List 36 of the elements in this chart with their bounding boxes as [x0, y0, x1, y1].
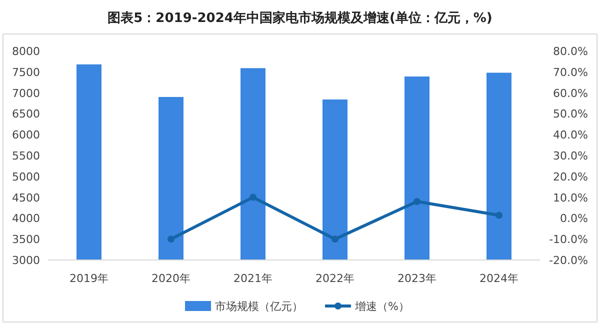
- y-tick-label: 6000: [12, 128, 40, 142]
- y-tick-label: 5500: [12, 150, 40, 162]
- y2-tick-label: 0.0%: [560, 212, 588, 226]
- legend-label: 增速（%）: [354, 300, 410, 313]
- y2-tick-label: 70.0%: [553, 66, 588, 79]
- point: [414, 198, 420, 205]
- x-tick-label: 2019年: [70, 272, 108, 285]
- y-tick-label: 6500: [12, 108, 40, 121]
- y2-tick-label: 60.0%: [553, 86, 588, 100]
- point: [250, 194, 256, 201]
- x-tick-label: 2023年: [398, 272, 436, 285]
- y2-tick-label: 40.0%: [553, 128, 588, 142]
- y-tick-label: 7000: [12, 86, 40, 100]
- y2-tick-label: 20.0%: [553, 170, 588, 184]
- legend-label: 市场规模（亿元）: [215, 300, 303, 313]
- y-tick-label: 5000: [12, 170, 40, 184]
- x-tick-label: 2021年: [234, 272, 272, 285]
- y2-tick-label: 80.0%: [553, 45, 588, 58]
- x-tick-label: 2022年: [316, 272, 354, 285]
- y2-tick-label: -10.0%: [549, 233, 588, 246]
- y-tick-label: 7500: [12, 66, 40, 79]
- y-tick-label: 3500: [12, 233, 40, 246]
- x-tick-label: 2024年: [480, 272, 518, 285]
- point: [332, 236, 338, 243]
- y-tick-label: 3000: [12, 254, 40, 267]
- y2-tick-label: -20.0%: [549, 254, 588, 267]
- y-tick-label: 8000: [12, 45, 40, 58]
- chart-title: 图表5：2019-2024年中国家电市场规模及增速(单位：亿元，%): [108, 10, 492, 26]
- point: [496, 212, 502, 219]
- point: [168, 236, 174, 243]
- y-tick-label: 4500: [12, 191, 40, 204]
- y2-tick-label: 10.0%: [553, 191, 588, 204]
- x-tick-label: 2020年: [152, 272, 190, 285]
- y-tick-label: 4000: [12, 212, 40, 226]
- y2-tick-label: 50.0%: [553, 108, 588, 121]
- y2-tick-label: 30.0%: [553, 150, 588, 162]
